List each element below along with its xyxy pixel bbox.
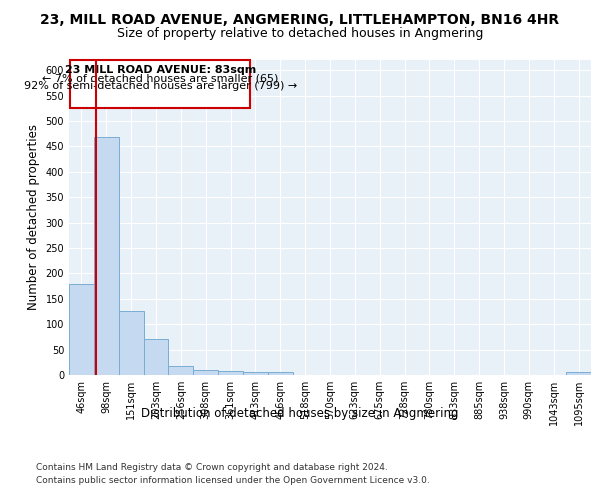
Bar bbox=[70, 60, 250, 108]
Bar bbox=[193, 370, 218, 375]
Bar bbox=[94, 137, 119, 375]
Bar bbox=[218, 372, 243, 375]
Text: Contains HM Land Registry data © Crown copyright and database right 2024.: Contains HM Land Registry data © Crown c… bbox=[36, 462, 388, 471]
Bar bbox=[69, 284, 94, 375]
Text: ← 7% of detached houses are smaller (65): ← 7% of detached houses are smaller (65) bbox=[42, 73, 278, 83]
Bar bbox=[268, 372, 293, 375]
Text: 23 MILL ROAD AVENUE: 83sqm: 23 MILL ROAD AVENUE: 83sqm bbox=[65, 65, 256, 75]
Bar bbox=[566, 372, 591, 375]
Text: Contains public sector information licensed under the Open Government Licence v3: Contains public sector information licen… bbox=[36, 476, 430, 485]
Bar bbox=[169, 366, 193, 375]
Bar bbox=[119, 311, 143, 375]
Text: Size of property relative to detached houses in Angmering: Size of property relative to detached ho… bbox=[117, 28, 483, 40]
Text: 92% of semi-detached houses are larger (799) →: 92% of semi-detached houses are larger (… bbox=[24, 82, 297, 92]
Y-axis label: Number of detached properties: Number of detached properties bbox=[27, 124, 40, 310]
Text: 23, MILL ROAD AVENUE, ANGMERING, LITTLEHAMPTON, BN16 4HR: 23, MILL ROAD AVENUE, ANGMERING, LITTLEH… bbox=[40, 12, 560, 26]
Bar bbox=[243, 372, 268, 375]
Bar bbox=[143, 340, 169, 375]
Text: Distribution of detached houses by size in Angmering: Distribution of detached houses by size … bbox=[141, 408, 459, 420]
